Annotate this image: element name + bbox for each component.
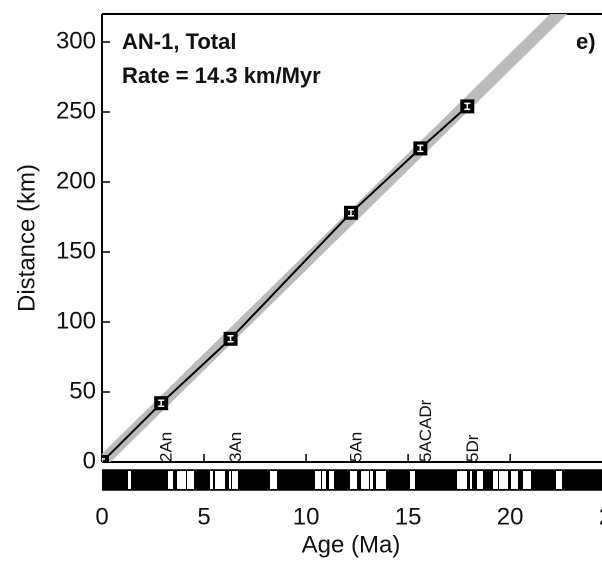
y-axis-label: Distance (km) (13, 164, 40, 312)
stripe (128, 471, 131, 489)
stripe (350, 471, 357, 489)
stripe (457, 471, 467, 489)
x-tick-label: 10 (293, 503, 320, 530)
stripe (187, 471, 194, 489)
x-axis-label: Age (Ma) (302, 531, 401, 558)
stripe (511, 471, 518, 489)
x-tick-label: 5 (197, 503, 210, 530)
stripe (410, 471, 415, 489)
y-tick-label: 150 (56, 237, 96, 264)
marker-inner (158, 399, 165, 407)
stripe (477, 471, 483, 489)
chron-label: 3An (226, 432, 245, 462)
stripe (493, 471, 498, 489)
stripe (322, 471, 326, 489)
stripe (376, 471, 386, 489)
stripe (370, 471, 373, 489)
y-tick-label: 100 (56, 307, 96, 334)
stripe (210, 471, 213, 489)
stripe (177, 471, 186, 489)
chron-label: 5ACADr (416, 399, 435, 462)
marker-inner (347, 209, 354, 217)
stripe (168, 471, 173, 489)
x-tick-label: 15 (395, 503, 422, 530)
marker-inner (464, 102, 471, 111)
stripe (361, 471, 369, 489)
chron-label: 2An (157, 432, 176, 462)
stripe (523, 471, 531, 489)
stripe (215, 471, 225, 489)
stripe (556, 471, 562, 489)
panel-label: e) (576, 29, 596, 54)
chron-label: 5Dr (463, 434, 482, 462)
stripe (329, 471, 334, 489)
stripe (229, 471, 231, 489)
y-tick-label: 50 (69, 377, 96, 404)
plot-area (102, 14, 568, 462)
marker-inner (102, 458, 105, 462)
x-tick-label: 20 (497, 503, 524, 530)
marker-inner (417, 144, 424, 153)
stripe (470, 471, 472, 489)
series-line (102, 105, 468, 462)
chart-subtitle: Rate = 14.3 km/Myr (122, 63, 321, 88)
chart-title: AN-1, Total (122, 29, 236, 54)
chron-label: 5An (346, 432, 365, 462)
x-tick-label: 0 (95, 503, 108, 530)
stripe (315, 471, 321, 489)
y-tick-label: 200 (56, 167, 96, 194)
y-tick-label: 250 (56, 97, 96, 124)
magnetic-stripes (102, 469, 602, 491)
marker-inner (227, 335, 234, 343)
y-tick-label: 300 (56, 27, 96, 54)
x-tick-label: 25 (599, 503, 602, 530)
stripe (270, 471, 277, 489)
stripe (499, 471, 508, 489)
y-tick-label: 0 (83, 447, 96, 474)
stripe (232, 471, 238, 489)
marker (102, 455, 109, 462)
